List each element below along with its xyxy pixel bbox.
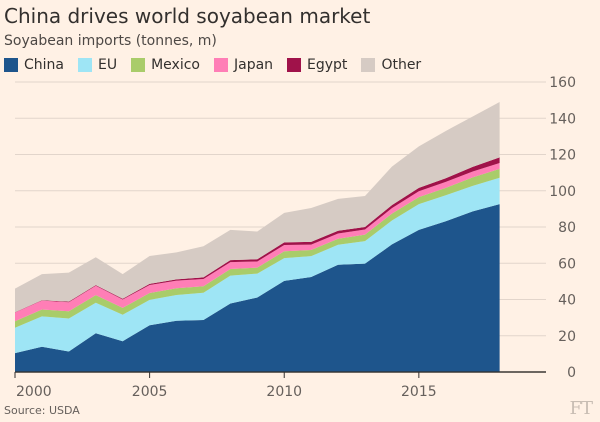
x-tick-label: 2005	[132, 384, 168, 400]
y-tick-label: 40	[558, 293, 576, 309]
area-other	[15, 101, 500, 313]
legend-label: China	[24, 57, 64, 73]
y-tick-label: 140	[549, 111, 576, 127]
chart-title: China drives world soyabean market	[4, 4, 371, 28]
y-tick-label: 100	[549, 184, 576, 200]
area-japan	[15, 163, 500, 322]
y-tick-label: 60	[558, 256, 576, 272]
legend-item-eu: EU	[78, 57, 117, 73]
source-note: Source: USDA	[4, 404, 80, 417]
legend-swatch	[213, 58, 228, 72]
legend-swatch	[78, 58, 92, 72]
y-tick-label: 20	[558, 329, 576, 345]
area-mexico	[15, 168, 500, 328]
chart-legend: China EU Mexico Japan Egypt Other	[4, 56, 435, 74]
legend-item-china: China	[4, 57, 64, 73]
legend-swatch	[287, 58, 302, 72]
x-tick-label: 2000	[16, 384, 52, 400]
x-tick-label: 2010	[266, 384, 302, 400]
legend-label: Egypt	[307, 57, 348, 73]
legend-label: Other	[381, 57, 422, 73]
legend-item-japan: Japan	[213, 57, 274, 73]
legend-label: EU	[98, 57, 118, 73]
chart-subtitle: Soyabean imports (tonnes, m)	[4, 33, 217, 49]
legend-label: Mexico	[151, 57, 200, 73]
legend-swatch	[131, 58, 146, 72]
legend-item-other: Other	[361, 57, 421, 73]
legend-label: Japan	[233, 57, 274, 73]
legend-item-egypt: Egypt	[287, 57, 347, 73]
y-tick-label: 160	[549, 75, 576, 91]
area-china	[15, 204, 500, 372]
area-eu	[15, 177, 500, 354]
x-tick-label: 2015	[401, 384, 437, 400]
legend-swatch	[361, 58, 376, 72]
ft-logo: FT	[569, 398, 593, 419]
y-tick-label: 0	[567, 365, 576, 381]
y-tick-label: 80	[558, 220, 576, 236]
legend-item-mexico: Mexico	[131, 57, 200, 73]
legend-swatch	[4, 58, 18, 72]
y-tick-label: 120	[549, 148, 576, 164]
